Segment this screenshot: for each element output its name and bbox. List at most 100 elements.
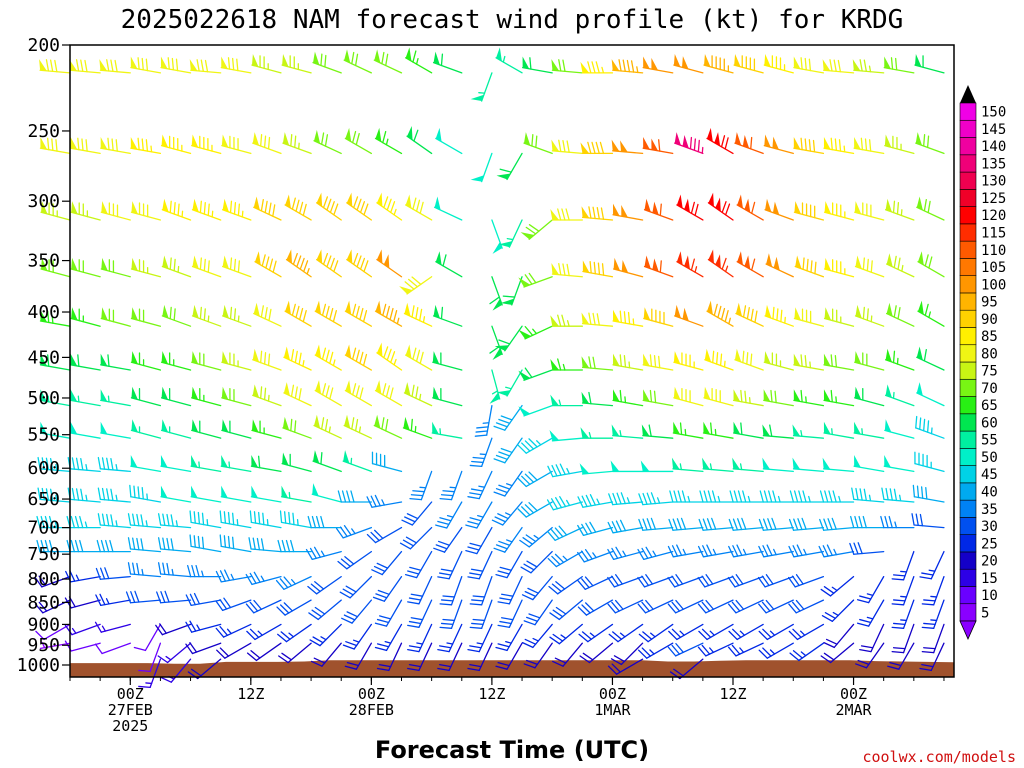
wind-barb	[284, 300, 312, 327]
wind-barb	[612, 389, 644, 407]
wind-barb	[759, 490, 794, 503]
wind-barb	[495, 623, 523, 652]
wind-barb	[308, 599, 342, 621]
wind-barb	[671, 457, 704, 473]
y-tick-label: 350	[27, 251, 60, 272]
wind-barb	[580, 141, 614, 155]
wind-barb	[706, 300, 734, 327]
wind-barb	[550, 208, 583, 221]
wind-barb	[517, 501, 553, 518]
wind-barb	[704, 348, 734, 371]
wind-barb	[160, 134, 192, 155]
wind-barb	[788, 623, 825, 641]
colorbar-swatch	[959, 292, 977, 311]
wind-barb	[857, 599, 885, 627]
wind-barb	[374, 300, 403, 327]
wind-barb	[577, 494, 614, 508]
wind-barb	[221, 386, 252, 407]
colorbar-swatch	[959, 258, 977, 276]
wind-barb	[127, 513, 162, 529]
colorbar-swatch	[959, 309, 977, 328]
colorbar-swatch	[959, 137, 977, 156]
colorbar-swatch	[959, 396, 977, 415]
wind-barb	[376, 192, 403, 221]
wind-barb	[706, 127, 734, 155]
y-tick-label: 300	[27, 191, 60, 212]
wind-barb	[185, 592, 222, 606]
wind-barb	[433, 526, 463, 553]
colorbar-label: 120	[981, 208, 1006, 224]
wind-barb	[284, 194, 312, 221]
wind-barb	[69, 59, 101, 74]
wind-barb	[820, 575, 855, 597]
y-tick-label: 400	[27, 302, 60, 323]
wind-barb	[698, 517, 734, 531]
wind-barb	[280, 485, 312, 503]
wind-barb	[337, 490, 373, 503]
wind-barb	[160, 419, 192, 439]
wind-barb	[407, 599, 433, 628]
colorbar-swatch	[959, 171, 977, 190]
wind-barb	[702, 457, 734, 473]
wind-barb	[97, 513, 131, 529]
wind-barb	[921, 599, 945, 629]
wind-barb	[676, 194, 704, 221]
wind-barb	[497, 575, 523, 605]
wind-barb	[823, 421, 855, 439]
wind-barb	[736, 194, 764, 221]
wind-barb	[608, 623, 644, 643]
x-tick-label: 00Z	[599, 685, 626, 703]
wind-barb	[219, 510, 252, 529]
wind-barb	[36, 539, 71, 553]
colorbar-label: 40	[981, 485, 998, 501]
wind-barb	[94, 621, 131, 633]
wind-barb	[489, 276, 503, 311]
wind-barb	[99, 59, 131, 74]
wind-barb	[283, 382, 312, 407]
wind-barb	[911, 513, 945, 529]
wind-barb	[581, 391, 614, 407]
wind-barb	[732, 421, 764, 439]
wind-barb	[793, 137, 825, 155]
wind-barb	[437, 623, 463, 653]
wind-barb	[69, 421, 101, 439]
colorbar-label: 100	[981, 277, 1006, 293]
wind-barb	[407, 623, 433, 653]
wind-barb	[376, 642, 403, 672]
wind-barb	[474, 404, 493, 437]
wind-barb	[309, 623, 342, 647]
wind-barb	[130, 419, 162, 439]
wind-barb	[917, 251, 945, 278]
wind-barb	[316, 192, 342, 221]
wind-barb	[881, 487, 915, 503]
wind-barb	[518, 367, 553, 381]
wind-barb	[130, 307, 162, 327]
wind-barb	[157, 513, 192, 529]
wind-barb	[67, 487, 101, 503]
wind-barb	[697, 544, 734, 558]
wind-barb	[39, 389, 71, 407]
wind-barb	[577, 575, 614, 590]
wind-barb	[727, 642, 764, 657]
wind-barb	[493, 404, 523, 431]
wind-barb	[520, 550, 553, 574]
wind-barb	[39, 641, 71, 650]
wind-barb	[374, 380, 403, 407]
wind-barb	[216, 642, 252, 659]
wind-barb	[432, 386, 463, 407]
wind-barb	[885, 302, 915, 327]
wind-barb	[435, 127, 463, 155]
wind-barb	[313, 414, 342, 439]
wind-barb	[552, 642, 583, 667]
wind-barb	[433, 196, 463, 221]
wind-barb	[373, 49, 403, 74]
colorbar-label: 65	[981, 398, 998, 414]
wind-barb	[581, 206, 614, 221]
wind-barb	[100, 307, 131, 327]
wind-barbs	[34, 47, 945, 689]
wind-barb	[281, 452, 312, 473]
x-tick-label: 00Z	[840, 685, 867, 703]
wind-barb	[37, 456, 71, 473]
y-tick-label: 500	[27, 388, 60, 409]
wind-barb	[518, 404, 553, 417]
